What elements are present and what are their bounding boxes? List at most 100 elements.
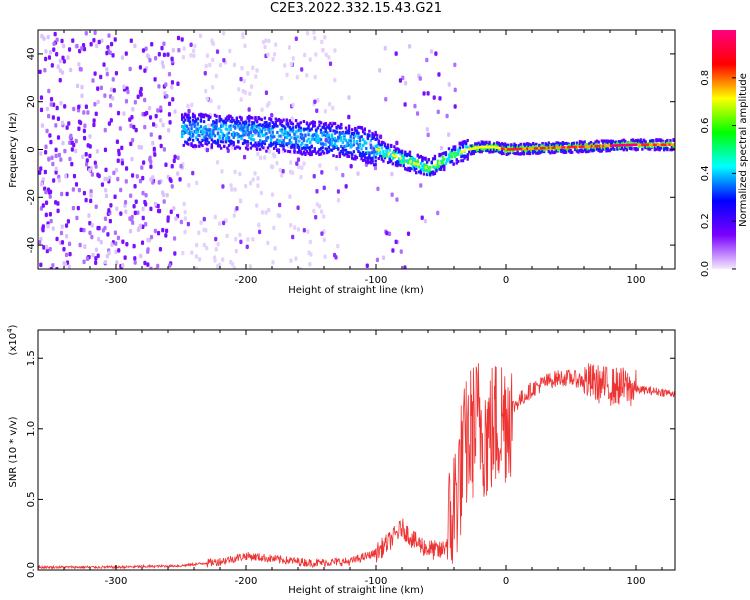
noise-cell — [113, 37, 117, 42]
ridge-cell — [536, 148, 540, 152]
ridge-cell — [602, 139, 605, 143]
ridge-cell — [396, 164, 399, 168]
ridge-cell — [399, 152, 402, 156]
ridge-cell — [288, 141, 292, 145]
colorbar-tick-label: 0.8 — [700, 70, 711, 86]
ridge-cell — [322, 122, 326, 126]
noise-cell — [96, 253, 100, 259]
ridge-cell — [603, 139, 607, 143]
noise-cell — [239, 199, 243, 204]
ridge-cell — [201, 113, 204, 117]
ridge-cell — [669, 139, 672, 143]
noise-cell — [156, 108, 160, 113]
noise-cell — [295, 74, 299, 80]
ridge-cell — [302, 120, 306, 124]
ridge-cell — [369, 151, 373, 155]
ridge-cell — [407, 153, 410, 157]
noise-cell — [399, 249, 403, 254]
noise-cell — [208, 62, 212, 68]
ridge-cell — [432, 165, 435, 169]
noise-cell — [141, 175, 145, 181]
noise-cell — [334, 166, 339, 171]
ridge-cell — [308, 146, 312, 150]
noise-cell — [92, 122, 96, 128]
noise-cell — [347, 114, 351, 120]
colorbar-ticks: 0.00.20.40.60.8 — [700, 70, 736, 277]
noise-cell — [54, 123, 58, 128]
ridge-cell — [276, 119, 279, 123]
ridge-cell — [282, 147, 285, 151]
noise-cell — [129, 141, 133, 147]
noise-cell — [426, 132, 430, 138]
ridge-cell — [343, 153, 346, 157]
ridge-cell — [248, 116, 251, 120]
noise-cell — [97, 173, 101, 179]
noise-cell — [57, 174, 61, 180]
ridge-cell — [376, 145, 379, 149]
ridge-cell — [599, 147, 602, 151]
ridge-cell — [218, 134, 221, 138]
ridge-cell — [563, 149, 566, 153]
ridge-cell — [232, 118, 235, 122]
ridge-core — [637, 143, 640, 147]
ridge-cell — [360, 135, 363, 139]
noise-cell — [54, 147, 58, 153]
noise-cell — [45, 106, 50, 112]
noise-cell — [60, 191, 64, 197]
ridge-cell — [310, 138, 313, 142]
ridge-cell — [252, 138, 256, 142]
ridge-cell — [357, 126, 360, 130]
noise-cell — [84, 152, 88, 157]
ridge-cell — [369, 158, 373, 162]
ridge-cell — [475, 142, 479, 146]
ridge-cell — [326, 149, 329, 153]
ridge-cell — [191, 145, 195, 149]
noise-cell — [84, 31, 88, 36]
ridge-cell — [505, 152, 508, 156]
ridge-cell — [260, 142, 263, 146]
ridge-cell — [274, 144, 277, 148]
ridge-cell — [371, 134, 374, 138]
ridge-cell — [237, 123, 240, 127]
ridge-cell — [294, 119, 298, 123]
ridge-cell — [196, 127, 199, 131]
ridge-cell — [460, 152, 463, 156]
ridge-cell — [351, 144, 354, 148]
ridge-cell — [243, 133, 246, 137]
ridge-cell — [352, 133, 355, 137]
ridge-cell — [220, 129, 223, 133]
ridge-cell — [439, 167, 443, 171]
ridge-cell — [279, 121, 282, 125]
ridge-cell — [259, 123, 262, 127]
noise-cell — [44, 49, 48, 54]
ridge-cell — [220, 146, 223, 150]
noise-cell — [300, 165, 304, 170]
ridge-cell — [340, 122, 343, 126]
ridge-cell — [315, 136, 318, 140]
ridge-cell — [405, 168, 409, 172]
ridge-cell — [346, 131, 349, 135]
ridge-core — [409, 160, 412, 163]
ridge-cell — [321, 149, 324, 153]
ridge-core — [635, 143, 638, 147]
ridge-cell — [500, 152, 504, 156]
ridge-cell — [354, 154, 357, 158]
ridge-cell — [305, 145, 309, 149]
ridge-cell — [425, 164, 429, 168]
ridge-cell — [449, 153, 452, 157]
ridge-cell — [407, 161, 410, 165]
ridge-cell — [419, 171, 423, 175]
ridge-cell — [209, 132, 212, 136]
ridge-cell — [333, 130, 337, 134]
ridge-core — [532, 147, 535, 150]
noise-cell — [41, 203, 45, 208]
noise-cell — [144, 202, 148, 207]
ridge-cell — [191, 132, 195, 136]
ridge-cell — [224, 120, 228, 124]
ridge-cell — [352, 157, 355, 161]
ridge-cell — [588, 142, 591, 146]
ridge-cell — [538, 149, 541, 153]
ridge-cell — [230, 116, 234, 120]
ridge-cell — [372, 148, 376, 152]
noise-cell — [176, 155, 180, 161]
